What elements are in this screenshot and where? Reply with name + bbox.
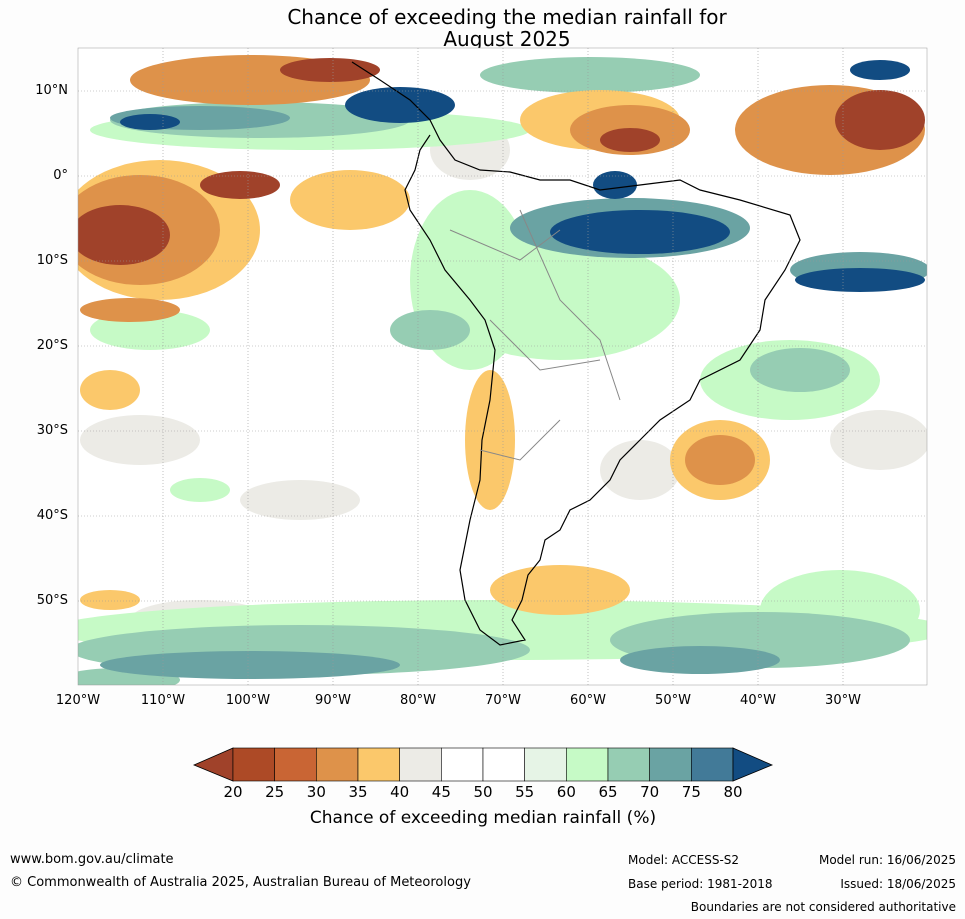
copyright-text: © Commonwealth of Australia 2025, Austra…	[10, 875, 471, 890]
colorbar-cell	[566, 747, 609, 782]
colorbar-title: Chance of exceeding median rainfall (%)	[309, 808, 657, 828]
colorbar-cell	[274, 747, 317, 782]
lat-label: 50°S	[36, 593, 68, 608]
map-title-line2: August 2025	[443, 27, 571, 51]
colorbar-tick-label: 80	[723, 783, 743, 801]
lat-label: 20°S	[36, 338, 68, 353]
colorbar-cell	[232, 747, 275, 782]
colorbar-tick-label: 35	[348, 783, 368, 801]
disclaimer-text: Boundaries are not considered authoritat…	[690, 900, 956, 914]
lon-label: 110°W	[140, 693, 186, 708]
colorbar-cell	[357, 747, 400, 782]
colorbar-cell	[316, 747, 359, 782]
colorbar-low-arrow	[192, 747, 234, 782]
colorbar	[192, 747, 774, 782]
issued-text: Issued: 18/06/2025	[840, 877, 956, 891]
model-text: Model: ACCESS-S2	[628, 853, 740, 867]
colorbar-tick-label: 30	[306, 783, 326, 801]
lon-label: 30°W	[825, 693, 861, 708]
colorbar-cell	[524, 747, 567, 782]
lon-label: 70°W	[485, 693, 521, 708]
lon-label: 90°W	[315, 693, 351, 708]
map-title-line1: Chance of exceeding the median rainfall …	[287, 5, 727, 29]
colorbar-cell	[441, 747, 484, 782]
colorbar-cell	[482, 747, 525, 782]
website-text: www.bom.gov.au/climate	[10, 852, 174, 867]
colorbar-tick-label: 20	[223, 783, 243, 801]
country-borders	[449, 209, 621, 461]
lon-label: 50°W	[655, 693, 691, 708]
colorbar-cell	[399, 747, 442, 782]
colorbar-high-arrow	[732, 747, 774, 782]
colorbar-tick-label: 45	[431, 783, 451, 801]
map-field	[78, 48, 927, 685]
lat-label: 40°S	[36, 508, 68, 523]
map-frame	[77, 47, 928, 686]
lat-label: 10°N	[35, 83, 68, 98]
lon-label: 60°W	[570, 693, 606, 708]
lon-label: 100°W	[225, 693, 271, 708]
coastline	[351, 61, 801, 646]
colorbar-tick-label: 60	[556, 783, 576, 801]
colorbar-tick-label: 50	[473, 783, 493, 801]
lat-label: 0°	[53, 168, 68, 183]
colorbar-tick-label: 25	[265, 783, 285, 801]
wet-patches-verystrong	[120, 60, 925, 292]
lon-label: 80°W	[400, 693, 436, 708]
colorbar-tick-label: 40	[390, 783, 410, 801]
lat-label: 10°S	[36, 253, 68, 268]
colorbar-tick-label: 55	[515, 783, 535, 801]
colorbar-tick-label: 75	[681, 783, 701, 801]
lat-label: 30°S	[36, 423, 68, 438]
colorbar-cell	[649, 747, 692, 782]
base-period-text: Base period: 1981-2018	[628, 877, 773, 891]
graticule	[78, 48, 927, 685]
colorbar-cell	[607, 747, 650, 782]
colorbar-tick-label: 70	[640, 783, 660, 801]
dry-patches-strong	[78, 58, 925, 265]
lon-label: 40°W	[740, 693, 776, 708]
lon-label: 120°W	[55, 693, 101, 708]
model-run-text: Model run: 16/06/2025	[818, 853, 956, 867]
colorbar-tick-label: 65	[598, 783, 618, 801]
colorbar-cell	[691, 747, 734, 782]
